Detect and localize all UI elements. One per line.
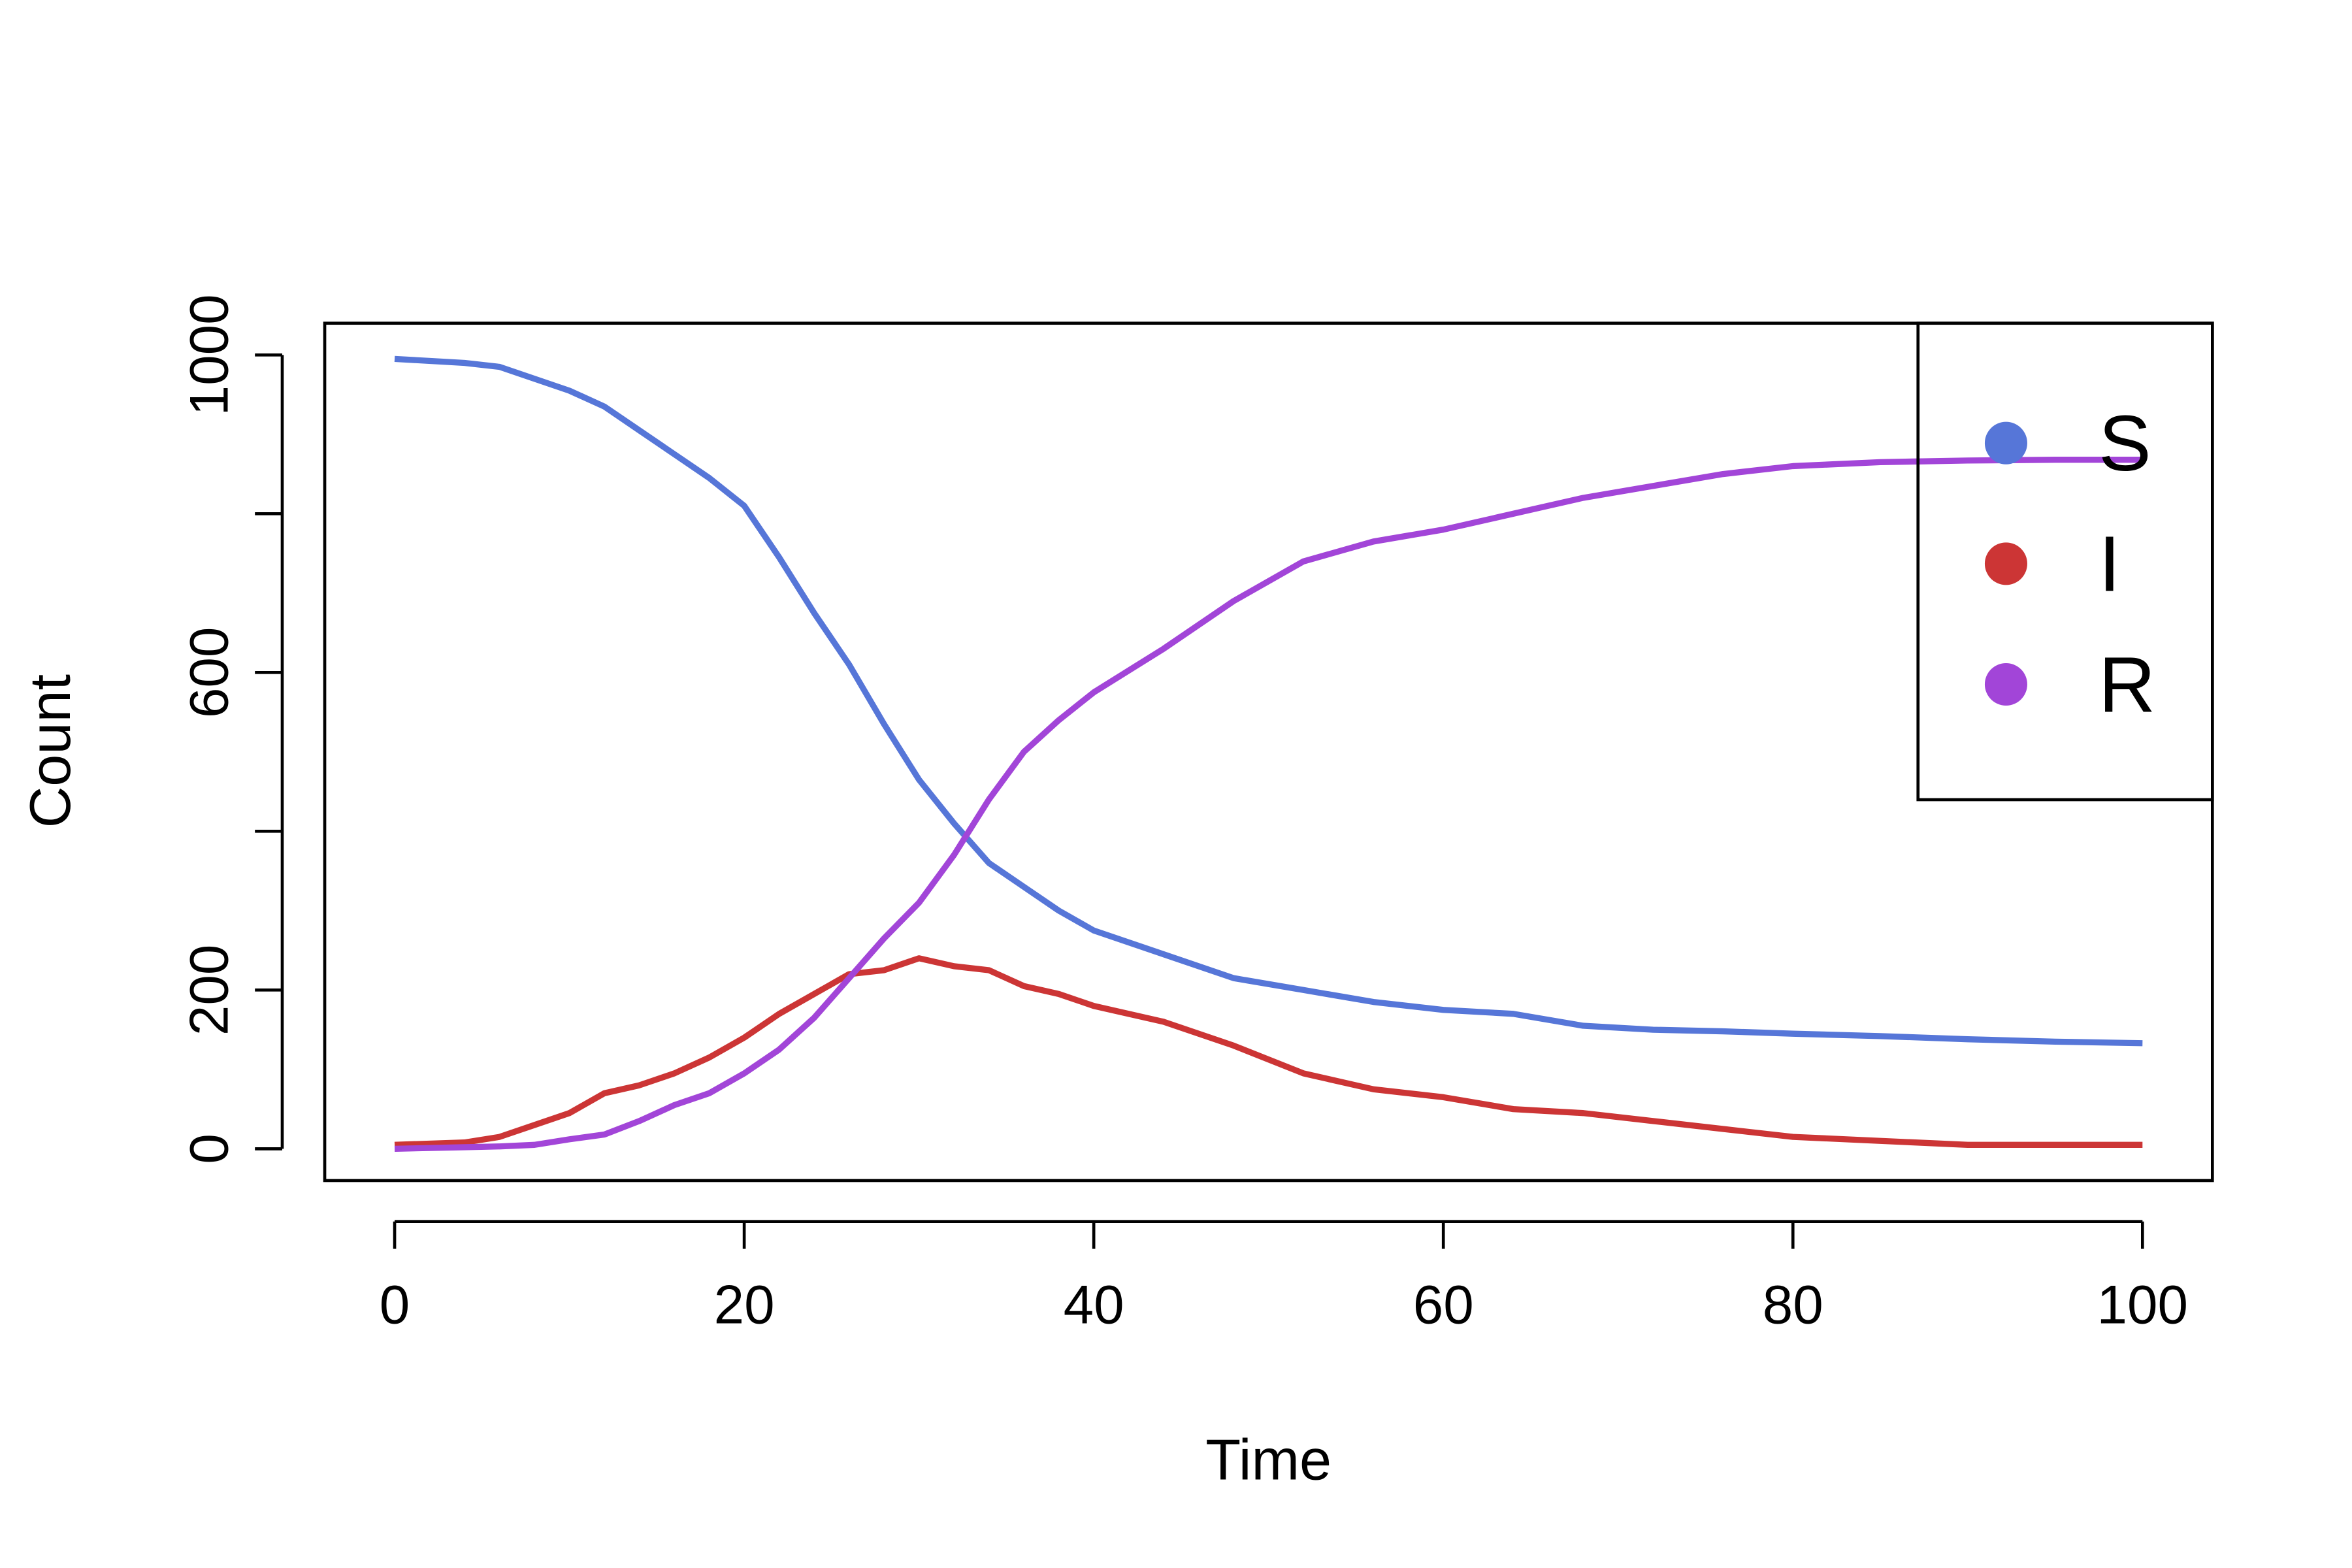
x-tick-label: 0 — [380, 1273, 410, 1335]
x-tick-label: 80 — [1763, 1273, 1823, 1335]
y-tick-label: 0 — [178, 1134, 239, 1164]
series-line — [394, 457, 2143, 1152]
x-tick-label: 40 — [1064, 1273, 1124, 1335]
series-line — [394, 355, 2143, 1047]
series-line — [394, 955, 2143, 1148]
legend-marker — [1984, 662, 2027, 706]
legend-label: S — [2099, 399, 2151, 487]
legend-label: I — [2099, 520, 2121, 608]
legend-marker — [1984, 542, 2027, 585]
legend-box — [1916, 321, 2214, 802]
y-tick-label: 1000 — [178, 294, 239, 416]
legend-label: R — [2099, 640, 2155, 728]
x-tick-label: 60 — [1413, 1273, 1474, 1335]
x-tick-label: 100 — [2097, 1273, 2189, 1335]
x-tick-label: 20 — [714, 1273, 775, 1335]
x-axis-title: Time — [1205, 1428, 1331, 1492]
y-axis-title: Count — [18, 674, 82, 828]
y-tick-label: 600 — [178, 627, 239, 719]
y-tick-label: 200 — [178, 945, 239, 1036]
legend-marker — [1984, 421, 2027, 465]
